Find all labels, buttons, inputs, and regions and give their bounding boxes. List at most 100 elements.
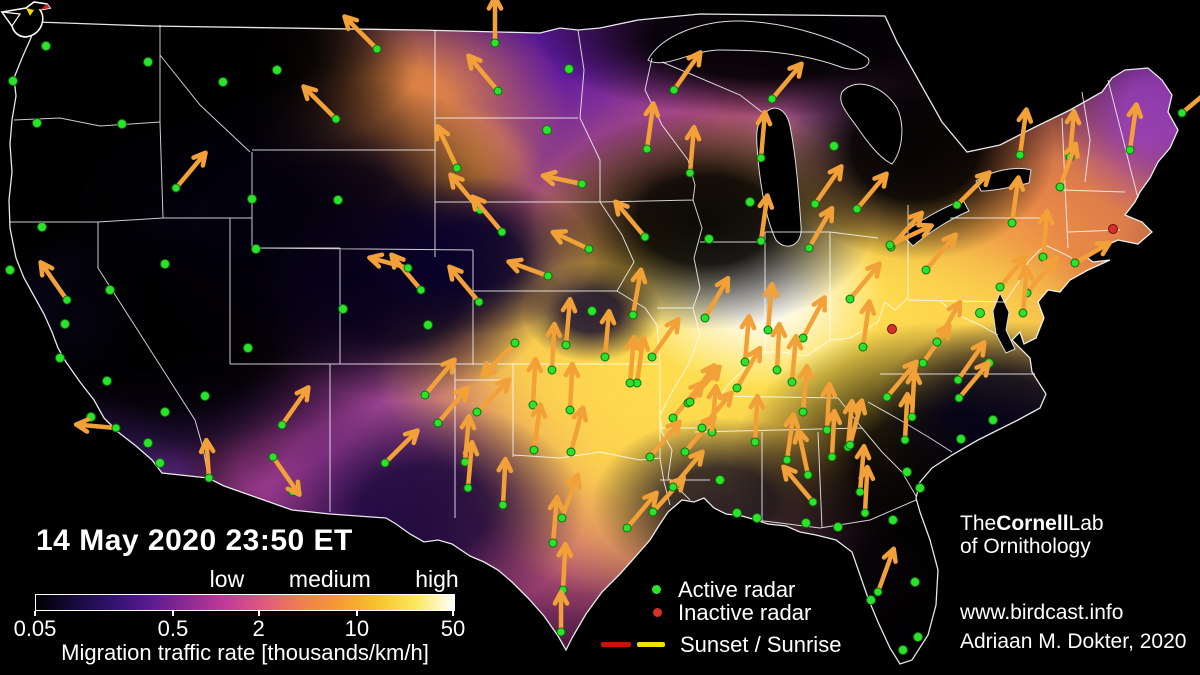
migration-arrow <box>526 356 544 408</box>
migration-arrow <box>781 464 816 505</box>
migration-arrow <box>198 437 216 481</box>
radar-dot <box>647 352 657 362</box>
migration-arrow <box>887 222 934 248</box>
radar-dot <box>697 423 707 433</box>
migration-arrow <box>568 405 589 455</box>
radar-dot <box>529 445 539 455</box>
migration-arrow <box>800 295 827 341</box>
migration-arrow <box>875 546 898 595</box>
radar-dot <box>474 297 484 307</box>
migration-arrow <box>647 419 682 460</box>
radar-dot <box>700 313 710 323</box>
radar-dot <box>640 232 650 242</box>
migration-arrow <box>955 340 987 383</box>
radar-dot <box>600 352 610 362</box>
migration-arrow <box>556 541 574 593</box>
migration-arrow <box>847 398 868 448</box>
radar-dot <box>763 325 773 335</box>
radar-dot <box>420 390 430 400</box>
radar-dot <box>584 244 594 254</box>
migration-arrow <box>470 194 505 235</box>
cornell-lab-logo-line2: of Ornithology <box>960 535 1091 558</box>
migration-arrow <box>73 417 119 434</box>
radar-dot <box>852 204 862 214</box>
radar-dot <box>782 455 792 465</box>
migration-arrow <box>671 50 703 93</box>
radar-dot <box>547 365 557 375</box>
migration-arrow <box>1057 141 1080 190</box>
sunset-line-icon <box>601 642 631 647</box>
radar-dot <box>648 507 658 517</box>
migration-arrow <box>954 170 992 208</box>
colorbar-tick-4: 50 <box>440 616 466 641</box>
radar-dot <box>1055 182 1065 192</box>
migration-arrow <box>540 169 585 187</box>
colorbar-tick-2: 2 <box>252 616 265 641</box>
colorbar-tick-3: 10 <box>344 616 370 641</box>
migration-arrow <box>769 61 804 102</box>
radar-dot <box>787 377 797 387</box>
migration-arrow <box>649 317 681 360</box>
radar-dot <box>740 357 750 367</box>
migration-arrow <box>38 260 70 303</box>
migration-arrow <box>552 589 570 635</box>
radar-dot <box>117 119 127 129</box>
radar-dot <box>272 65 282 75</box>
radar-dot <box>858 342 868 352</box>
colorbar-tick-mark <box>355 611 358 616</box>
colorbar-label-low: low <box>209 566 245 592</box>
migration-arrow <box>755 109 773 161</box>
radar-dot <box>55 353 65 363</box>
migration-arrow <box>545 321 563 373</box>
radar-dot <box>669 85 679 95</box>
migration-arrow <box>563 361 581 413</box>
radar-dot <box>907 412 917 422</box>
radar-dot <box>975 308 985 318</box>
radar-dot <box>251 244 261 254</box>
radar-dot <box>642 144 652 154</box>
migration-arrow <box>173 150 208 191</box>
radar-dot <box>680 447 690 457</box>
radar-dot <box>498 500 508 510</box>
radar-dot <box>111 423 121 433</box>
radar-dot <box>463 483 473 493</box>
radar-dot <box>8 76 18 86</box>
radar-dot <box>171 183 181 193</box>
migration-arrow <box>462 439 480 491</box>
migration-arrow <box>624 490 659 531</box>
migration-arrows-layer <box>38 0 1200 637</box>
migration-arrow <box>560 296 578 348</box>
radar-dot <box>160 259 170 269</box>
migration-arrow <box>859 299 877 350</box>
radar-dot <box>732 508 742 518</box>
migration-arrow <box>770 321 788 373</box>
migration-arrow <box>367 252 411 271</box>
radar-dot <box>561 340 571 350</box>
migration-arrow <box>783 412 801 463</box>
radar-dot <box>333 195 343 205</box>
migration-arrow <box>792 427 811 478</box>
migration-arrow <box>797 363 815 415</box>
radar-dot <box>5 265 15 275</box>
migration-arrow <box>739 313 757 365</box>
migration-arrow <box>496 456 514 508</box>
radar-dot <box>268 452 278 462</box>
migration-arrow <box>748 393 766 445</box>
radar-dot <box>472 407 482 417</box>
radar-dot <box>954 393 964 403</box>
migration-arrow <box>1037 208 1055 260</box>
migration-arrow <box>762 281 780 333</box>
radar-dot <box>628 310 638 320</box>
radar-dot <box>423 320 433 330</box>
radar-dot <box>882 392 892 402</box>
migration-arrow <box>559 472 582 521</box>
radar-dot <box>548 538 558 548</box>
migration-arrow <box>905 368 923 420</box>
migration-arrow <box>812 164 844 207</box>
radar-dot <box>416 285 426 295</box>
radar-dot <box>542 125 552 135</box>
radar-dot <box>37 222 47 232</box>
radar-dot <box>338 304 348 314</box>
migration-arrow <box>702 275 731 321</box>
